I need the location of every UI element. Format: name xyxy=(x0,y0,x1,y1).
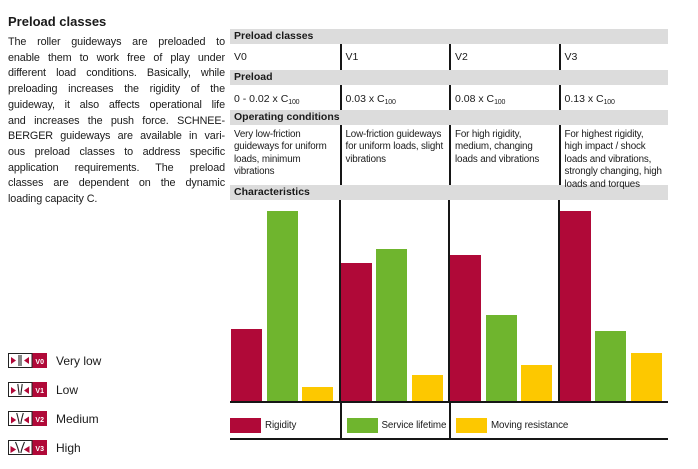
section-header-preload-classes: Preload classes xyxy=(230,29,668,44)
section-header-characteristics: Characteristics xyxy=(230,185,668,200)
bar-v0-rigidity xyxy=(231,329,262,401)
bar-v0-service-lifetime xyxy=(266,211,298,401)
chart-divider xyxy=(448,200,450,401)
bar-v0-moving-resistance xyxy=(302,387,333,401)
bar-v2-service-lifetime xyxy=(485,315,517,401)
rigidity-swatch xyxy=(230,418,261,433)
preload-glyph-v2-icon: V2 xyxy=(8,411,47,426)
legend-label-v1: Low xyxy=(56,382,79,397)
preload-subscript: 100 xyxy=(384,99,396,106)
paragraph-line: classes are dependent on the dynamic xyxy=(8,177,225,190)
class-row: V0 V1 V2 V3 xyxy=(230,44,668,70)
class-cell-v1: V1 xyxy=(339,44,450,70)
preload-row: 0 - 0.02 x C100 0.03 x C100 0.08 x C100 … xyxy=(230,85,668,110)
legend-label-v3: High xyxy=(56,440,81,455)
conditions-cell-v0: Very low-friction guideways for uniform … xyxy=(234,129,327,178)
chart-divider xyxy=(338,200,341,401)
paragraph-line: application requirements. The preload xyxy=(8,161,225,174)
moving-resistance-swatch xyxy=(456,418,487,433)
class-badge-v1: V1 xyxy=(35,388,44,395)
bar-v3-rigidity xyxy=(559,211,591,401)
legend-row-v2: V2 Medium xyxy=(8,411,101,426)
chart-legend: Rigidity Service lifetime Moving resista… xyxy=(230,403,668,440)
paragraph-line: BERGER guideways are available in vari- xyxy=(8,130,225,143)
class-cell-v3: V3 xyxy=(558,44,669,70)
bar-v2-moving-resistance xyxy=(521,365,552,401)
service-lifetime-swatch xyxy=(346,418,378,433)
legend-label-v2: Medium xyxy=(56,411,99,426)
paragraph-line: guideway, it also affects operational li… xyxy=(8,98,225,111)
page-title: Preload classes xyxy=(8,14,107,29)
chart-divider xyxy=(557,200,560,401)
legend-row-v0: V0 Very low xyxy=(8,353,101,368)
chart-area xyxy=(230,200,668,403)
paragraph-line: different load conditions. Basically, wh… xyxy=(8,67,225,80)
bar-v1-moving-resistance xyxy=(411,375,443,401)
conditions-row: Very low-friction guideways for uniform … xyxy=(230,125,669,190)
legend-row-v1: V1 Low xyxy=(8,382,101,397)
preload-glyph-v0-icon: V0 xyxy=(8,353,47,368)
conditions-cell-v3: For highest rigidity, high impact / shoc… xyxy=(558,125,669,190)
preload-subscript: 100 xyxy=(288,99,300,106)
class-cell-v2: V2 xyxy=(449,44,559,70)
preload-value: 0.13 x C xyxy=(564,93,604,105)
preload-value: 0.08 x C xyxy=(455,93,495,105)
preload-class-legend: V0 Very low V1 Low V2 xyxy=(8,353,101,469)
preload-cell-v2: 0.08 x C100 xyxy=(449,85,559,110)
bar-v1-rigidity xyxy=(340,263,372,401)
paragraph-line: preloading increases the rigidity of the xyxy=(8,83,225,96)
chart-legend-cell-rigidity: Rigidity xyxy=(230,403,340,438)
chart-legend-cell-service-lifetime: Service lifetime xyxy=(339,403,450,438)
legend-label-v0: Very low xyxy=(56,353,102,368)
conditions-cell-v1: Low-friction guideways for uniform loads… xyxy=(339,125,450,185)
legend-row-v3: V3 High xyxy=(8,440,101,455)
preload-cell-v0: 0 - 0.02 x C100 xyxy=(230,85,340,110)
class-cell-v0: V0 xyxy=(234,51,247,63)
paragraph-line: and increases the push force. SCHNEE- xyxy=(8,114,225,127)
preload-table: Preload classes V0 V1 V2 V3 Preload 0 - … xyxy=(230,29,668,440)
bar-v2-rigidity xyxy=(450,255,481,401)
preload-cell-v1: 0.03 x C100 xyxy=(339,85,450,110)
preload-glyph-v3-icon: V3 xyxy=(8,440,47,455)
class-badge-v0: V0 xyxy=(35,359,44,366)
paragraph-line: loading capacity C. xyxy=(8,193,98,206)
class-badge-v3: V3 xyxy=(35,446,44,453)
preload-value: 0 - 0.02 x C xyxy=(234,93,289,105)
service-lifetime-legend-label: Service lifetime xyxy=(381,420,447,431)
chart-legend-cell-moving-resistance: Moving resistance xyxy=(449,403,668,438)
preload-value: 0.03 x C xyxy=(345,93,385,105)
class-badge-v2: V2 xyxy=(35,417,44,424)
bar-v3-moving-resistance xyxy=(630,353,662,401)
section-header-operating-conditions: Operating conditions xyxy=(230,110,668,125)
intro-paragraph: The roller guideways are preloaded to en… xyxy=(8,35,225,208)
paragraph-line: The roller guideways are preloaded to xyxy=(8,36,225,48)
preload-cell-v3: 0.13 x C100 xyxy=(558,85,669,110)
preload-glyph-v1-icon: V1 xyxy=(8,382,47,397)
intro-section: Preload classes The roller guideways are… xyxy=(8,14,225,208)
paragraph-line: enable them to work free of play under xyxy=(8,51,225,64)
moving-resistance-legend-label: Moving resistance xyxy=(491,420,569,431)
preload-subscript: 100 xyxy=(494,99,506,106)
paragraph-line: ous preload classes to address specific xyxy=(8,145,225,158)
bar-v1-service-lifetime xyxy=(376,249,407,401)
conditions-cell-v2: For high rigidity, medium, changing load… xyxy=(449,125,559,185)
preload-subscript: 100 xyxy=(603,99,615,106)
bar-v3-service-lifetime xyxy=(595,331,626,401)
rigidity-legend-label: Rigidity xyxy=(265,420,297,431)
section-header-preload: Preload xyxy=(230,70,668,85)
